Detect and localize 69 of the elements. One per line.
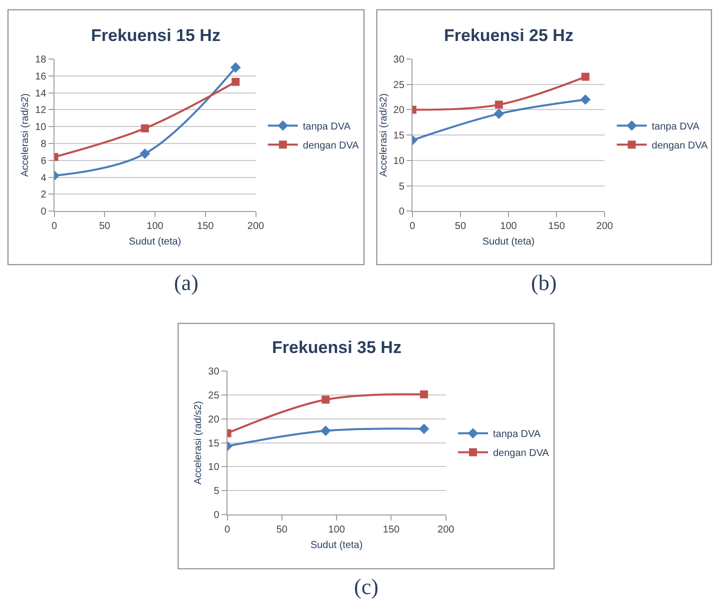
y-tick-label: 10 (208, 462, 220, 474)
point (320, 426, 331, 436)
y-tick-label: 5 (214, 486, 220, 498)
y-tick-label: 20 (208, 414, 220, 426)
text: (b) (531, 270, 557, 295)
point (322, 396, 330, 404)
x-tick-label: 200 (596, 221, 614, 232)
y-tick-label: 15 (393, 130, 405, 142)
y-tick-label: 4 (40, 172, 47, 184)
point (420, 390, 428, 398)
legend-label: dengan DVA (492, 448, 550, 460)
legend-label: dengan DVA (652, 140, 708, 152)
y-tick-label: 10 (393, 156, 405, 167)
y-tick-label: 2 (40, 190, 47, 201)
legend-label: tanpa DVA (302, 121, 351, 132)
point (494, 108, 504, 119)
y-tick-label: 25 (393, 80, 405, 91)
x-tick-label: 200 (247, 221, 265, 232)
chart-title: Frekuensi 25 Hz (444, 26, 574, 45)
text: (a) (174, 270, 198, 295)
legend-label: tanpa DVA (652, 121, 700, 132)
x-tick-label: 50 (99, 221, 111, 232)
legend-label: tanpa DVA (492, 429, 541, 440)
x-axis-title: Sudut (teta) (310, 540, 363, 552)
x-axis-title: Sudut (teta) (482, 236, 535, 248)
y-tick-label: 20 (393, 105, 405, 116)
y-tick-label: 30 (393, 54, 405, 66)
point (140, 124, 149, 132)
chart-title: Frekuensi 15 Hz (91, 26, 220, 45)
x-tick-label: 0 (51, 221, 58, 232)
point (418, 424, 430, 434)
y-tick-label: 18 (35, 54, 47, 66)
x-tick-label: 100 (146, 221, 164, 232)
y-tick-label: 10 (35, 122, 47, 134)
y-tick-label: 14 (35, 88, 47, 100)
y-tick-label: 30 (208, 366, 220, 378)
x-tick-label: 50 (276, 524, 288, 536)
y-tick-label: 0 (214, 510, 220, 522)
x-tick-label: 50 (454, 221, 466, 232)
x-tick-label: 150 (548, 221, 566, 232)
y-axis-title: Accelerasi (rad/s2) (378, 93, 390, 177)
y-axis-title: Accelerasi (rad/s2) (193, 401, 204, 484)
y-tick-label: 25 (208, 390, 220, 402)
y-tick-label: 6 (40, 156, 47, 167)
x-tick-label: 0 (410, 221, 416, 232)
y-tick-label: 12 (35, 105, 47, 116)
point (140, 148, 150, 159)
x-tick-label: 100 (328, 524, 346, 536)
x-tick-label: 0 (224, 524, 230, 536)
point (494, 100, 503, 109)
point (230, 62, 241, 73)
point (580, 94, 591, 105)
chart-title: Frekuensi 35 Hz (272, 338, 402, 357)
x-tick-label: 200 (438, 524, 455, 536)
x-tick-label: 150 (197, 221, 214, 232)
y-tick-label: 8 (40, 139, 47, 150)
y-tick-label: 0 (398, 206, 405, 218)
y-tick-label: 16 (35, 71, 47, 82)
y-axis-title: Accelerasi (rad/s2) (20, 93, 32, 177)
y-tick-label: 15 (208, 438, 220, 450)
x-tick-label: 150 (382, 524, 400, 536)
point (232, 78, 240, 86)
text: (c) (354, 574, 378, 599)
x-axis-title: Sudut (teta) (128, 236, 182, 248)
legend-label: dengan DVA (302, 140, 360, 152)
y-tick-label: 0 (40, 206, 47, 218)
y-tick-label: 5 (398, 181, 405, 192)
x-tick-label: 100 (500, 221, 518, 232)
point (581, 72, 590, 81)
